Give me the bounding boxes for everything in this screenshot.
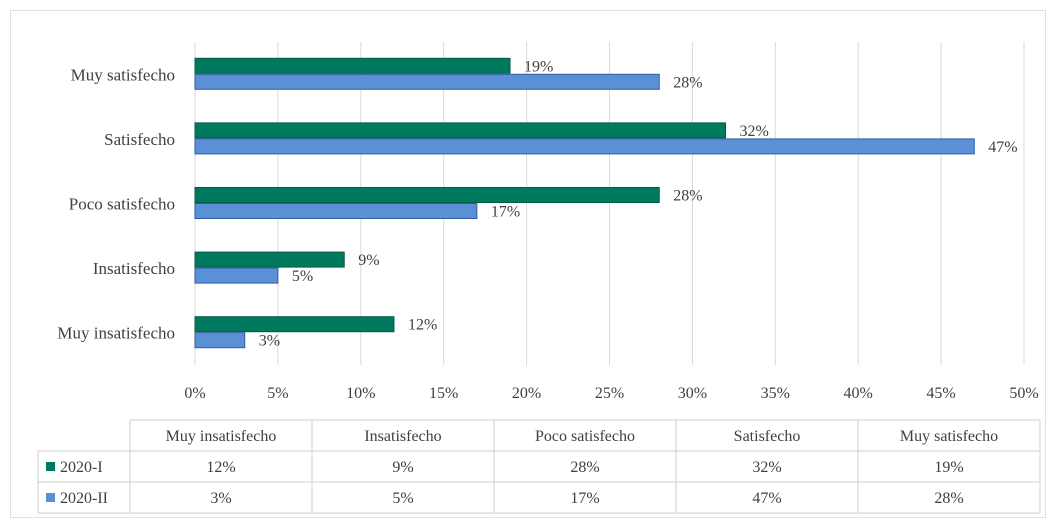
table-cell: 3% — [210, 490, 231, 507]
table-cell: 32% — [752, 459, 781, 476]
x-tick-label: 0% — [184, 385, 205, 402]
category-label: Satisfecho — [104, 130, 175, 149]
data-label: 28% — [673, 188, 702, 205]
table-header-cell: Insatisfecho — [364, 428, 441, 445]
data-label: 47% — [988, 139, 1017, 156]
category-label: Insatisfecho — [93, 259, 175, 278]
category-label: Muy satisfecho — [71, 65, 175, 84]
chart-frame — [10, 10, 1046, 518]
data-label: 32% — [740, 123, 769, 140]
data-label: 17% — [491, 204, 520, 221]
table-header-cell: Muy satisfecho — [900, 428, 998, 445]
legend-swatch-2020-II — [46, 493, 55, 502]
table-cell: 28% — [570, 459, 599, 476]
legend-entry: 2020-II — [60, 490, 108, 507]
data-label: 9% — [358, 252, 379, 269]
bar-2020-II — [194, 138, 975, 155]
table-cell: 17% — [570, 490, 599, 507]
table-cell: 12% — [206, 459, 235, 476]
table-header-cell: Satisfecho — [734, 428, 801, 445]
legend-swatch-2020-I — [46, 462, 55, 471]
table-cell: 5% — [392, 490, 413, 507]
bar-2020-I — [194, 187, 660, 203]
data-label: 12% — [408, 317, 437, 334]
x-tick-label: 5% — [267, 385, 288, 402]
bar-2020-I — [194, 57, 511, 74]
bar-2020-II — [194, 203, 478, 219]
bar-2020-I — [194, 251, 345, 268]
x-tick-label: 10% — [346, 385, 375, 402]
bar-2020-II — [194, 332, 246, 349]
data-label: 19% — [524, 58, 553, 75]
data-label: 28% — [673, 74, 702, 91]
table-header-cell: Poco satisfecho — [535, 428, 635, 445]
x-tick-label: 45% — [926, 385, 955, 402]
x-tick-label: 50% — [1009, 385, 1038, 402]
x-tick-label: 35% — [761, 385, 790, 402]
data-label: 5% — [292, 268, 313, 285]
legend-entry: 2020-I — [60, 459, 103, 476]
bar-2020-I — [194, 122, 727, 139]
table-cell: 19% — [934, 459, 963, 476]
data-label: 3% — [259, 333, 280, 350]
table-cell: 28% — [934, 490, 963, 507]
table-header-cell: Muy insatisfecho — [166, 428, 277, 445]
x-tick-label: 15% — [429, 385, 458, 402]
x-tick-label: 25% — [595, 385, 624, 402]
x-tick-label: 20% — [512, 385, 541, 402]
table-cell: 47% — [752, 490, 781, 507]
category-label: Muy insatisfecho — [57, 324, 175, 343]
x-tick-label: 40% — [844, 385, 873, 402]
category-label: Poco satisfecho — [69, 195, 175, 214]
bar-2020-II — [194, 73, 660, 90]
x-tick-label: 30% — [678, 385, 707, 402]
bar-2020-I — [194, 316, 395, 333]
bar-2020-II — [194, 267, 279, 284]
table-cell: 9% — [392, 459, 413, 476]
